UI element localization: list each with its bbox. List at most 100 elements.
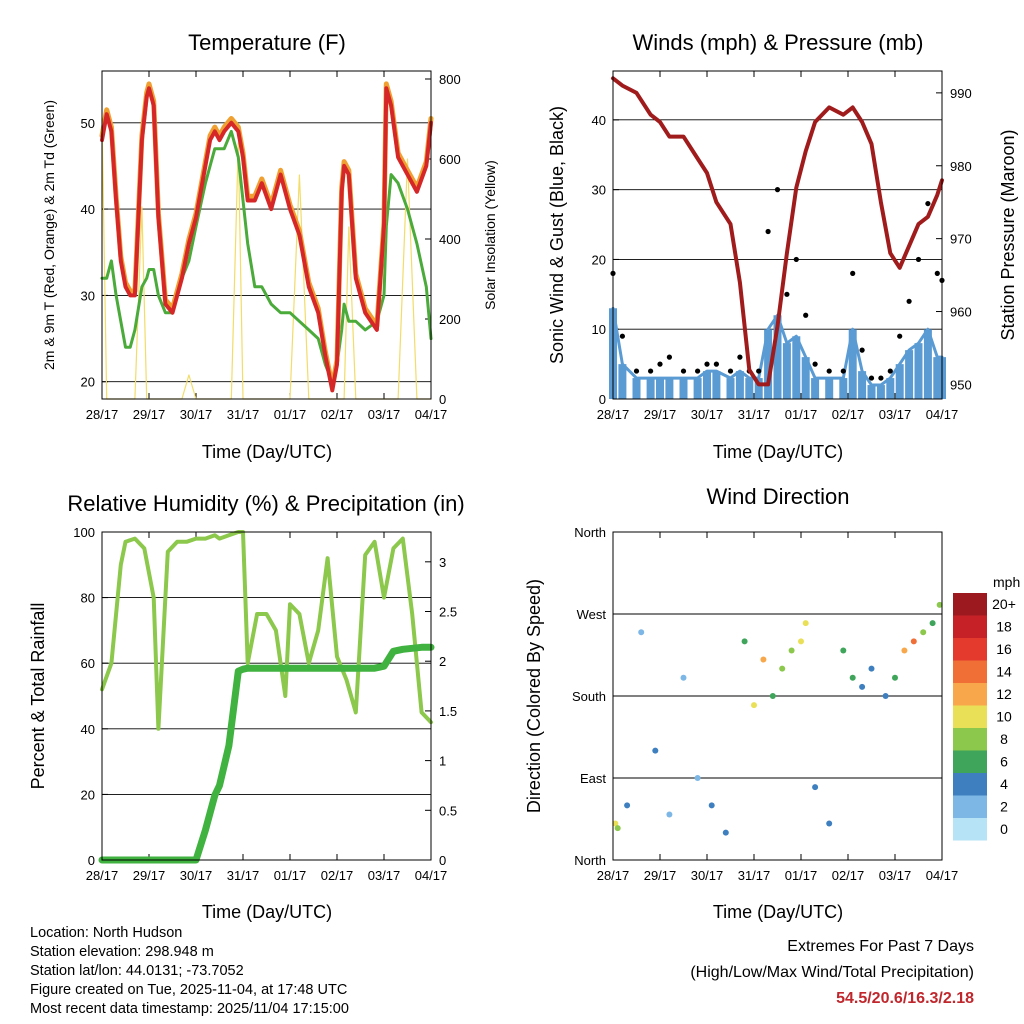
gust-point	[793, 256, 799, 263]
y2-tick-label: 970	[950, 232, 972, 247]
direction-ylabel: Direction (Colored By Speed)	[524, 579, 544, 813]
temperature-title: Temperature (F)	[188, 30, 346, 55]
direction-point	[849, 674, 856, 681]
gust-point	[915, 256, 922, 263]
direction-frame	[612, 531, 943, 861]
x-tick-label: 01/17	[785, 868, 818, 883]
gust-point	[934, 270, 940, 276]
y2-tick-label: 2	[439, 654, 446, 669]
direction-point	[936, 601, 943, 608]
x-tick-label: 02/17	[832, 868, 865, 883]
direction-point	[788, 647, 795, 654]
gust-point	[765, 228, 771, 235]
gust-point	[680, 368, 687, 374]
winds-ylabel: Sonic Wind & Gust (Blue, Black)	[547, 106, 567, 364]
gust-point	[713, 361, 720, 367]
direction-point	[868, 665, 875, 672]
humidity-frame	[101, 531, 432, 861]
y2-tick-label: 400	[439, 232, 461, 247]
direction-point	[882, 693, 889, 699]
gust-point	[633, 368, 640, 374]
x-tick-label: 29/17	[644, 407, 677, 422]
temp-2m-line	[100, 86, 433, 393]
x-tick-label: 04/17	[415, 407, 448, 422]
y2-tick-label: 0	[439, 392, 446, 407]
y-tick-label: 30	[592, 183, 606, 198]
direction-point	[920, 629, 927, 636]
y2-tick-label: 1.5	[439, 704, 457, 719]
legend-label: 20+	[992, 596, 1016, 612]
direction-point	[859, 683, 866, 690]
y-tick-label: 0	[88, 853, 95, 868]
y-tick-label: 60	[81, 656, 95, 671]
temperature-panel: Temperature (F) 20 30 40 50 0 200 400 600 800 28/…	[41, 30, 498, 462]
wind-line	[611, 306, 944, 387]
y-tick-label: 10	[592, 322, 606, 337]
direction-point	[638, 629, 645, 636]
direction-point	[612, 820, 619, 827]
humidity-panel: Relative Humidity (%) & Precipitation (i…	[28, 491, 465, 922]
x-tick-label: 29/17	[133, 868, 166, 883]
legend-title: mph	[993, 574, 1020, 590]
gust-point	[784, 291, 790, 297]
gust-point	[812, 361, 818, 367]
x-tick-label: 04/17	[415, 868, 448, 883]
y2-tick-label: 600	[439, 152, 461, 167]
y-tick-label: 20	[81, 375, 95, 390]
gust-point	[897, 333, 903, 339]
direction-point	[826, 820, 833, 827]
y-tick-label: 40	[81, 202, 95, 217]
legend-label: 4	[1000, 776, 1008, 792]
y2-tick-label: 1	[439, 754, 446, 769]
direction-panel: Wind Direction NorthEastSouthWestNorth28…	[524, 484, 1020, 922]
station-location: Location: North Hudson	[30, 925, 183, 941]
humidity-line	[100, 530, 433, 731]
gust-point	[859, 347, 865, 353]
direction-point	[652, 747, 659, 754]
legend-label: 18	[996, 619, 1012, 635]
direction-point	[910, 638, 917, 645]
y2-tick-label: 3	[439, 555, 446, 570]
extremes-values: 54.5/20.6/16.3/2.18	[836, 990, 974, 1007]
y-tick-label: 100	[73, 525, 95, 540]
legend-label: 14	[996, 664, 1012, 680]
legend-swatch	[953, 660, 987, 683]
temperature-ylabel: 2m & 9m T (Red, Orange) & 2m Td (Green)	[41, 100, 57, 370]
gust-point	[840, 368, 846, 374]
legend-label: 0	[1000, 821, 1008, 837]
direction-point	[741, 638, 748, 645]
gust-point	[695, 368, 701, 374]
station-info: Location: North Hudson Station elevation…	[30, 924, 349, 1019]
x-tick-label: 31/17	[227, 868, 260, 883]
y2-tick-label: 200	[439, 312, 461, 327]
x-tick-label: 29/17	[133, 407, 166, 422]
x-tick-label: 02/17	[321, 868, 354, 883]
gust-point	[826, 368, 832, 374]
direction-point	[840, 647, 847, 654]
gust-point	[878, 375, 884, 381]
x-tick-label: 03/17	[368, 407, 401, 422]
gust-point	[774, 187, 781, 193]
extremes-subtitle: (High/Low/Max Wind/Total Precipitation)	[690, 964, 974, 981]
gust-point	[850, 270, 856, 276]
gust-point	[756, 368, 762, 374]
y-tick-label: 40	[81, 722, 95, 737]
humidity-xlabel: Time (Day/UTC)	[202, 902, 332, 922]
legend-swatch	[953, 750, 987, 773]
y-tick-label: 20	[592, 252, 606, 267]
x-tick-label: 03/17	[368, 868, 401, 883]
x-tick-label: 28/17	[597, 868, 630, 883]
winds-plot-area: 0 10 20 30 40 950 960 970 980 990 28/17 29/17 30/17 3…	[592, 71, 972, 422]
x-tick-label: 30/17	[691, 407, 724, 422]
figure-created: Figure created on Tue, 2025-11-04, at 17…	[30, 982, 348, 998]
x-tick-label: 01/17	[785, 407, 818, 422]
legend-label: 12	[996, 686, 1012, 702]
direction-point	[779, 665, 786, 672]
gust-point	[925, 200, 931, 207]
direction-point	[769, 693, 776, 699]
humidity-plot-area: 0 20 40 60 80 100 0 0.5 1 1.5 2 2.5 3 28/17 29/17 30/17…	[73, 525, 457, 883]
y-tick-label: West	[577, 607, 607, 622]
direction-point	[666, 811, 673, 818]
